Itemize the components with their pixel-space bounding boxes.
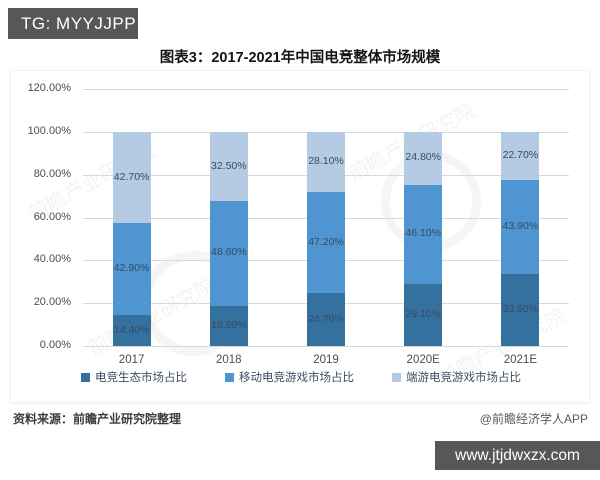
tg-badge: TG: MYYJJPP [8, 8, 138, 39]
bar-value-label: 42.70% [113, 170, 150, 183]
chart-panel: 前瞻产业研究院 前瞻产业研究院 前瞻产业研究院 前瞻产业研究院 0.00%20.… [10, 70, 590, 403]
bar-value-label: 28.10% [308, 154, 344, 167]
bar-value-label: 18.90% [210, 318, 247, 331]
bar-segment [404, 131, 443, 185]
bar-value-label: 48.60% [210, 246, 247, 259]
bar-segment [404, 283, 443, 346]
legend-label: 电竞生态市场占比 [95, 372, 187, 384]
bar-segment [112, 131, 151, 224]
y-axis-tick-label: 100.00% [27, 124, 71, 137]
y-axis-tick-label: 40.00% [33, 253, 71, 266]
chart-legend: 电竞生态市场占比 移动电竞游戏市场占比 端游电竞游戏市场占比 [11, 369, 589, 385]
bar-value-label: 32.50% [210, 159, 247, 172]
legend-swatch-icon [81, 372, 90, 382]
bar-segment [209, 131, 248, 202]
bar-segment [307, 192, 345, 294]
watermark-text: 前瞻产业研究院 [85, 275, 220, 361]
gridline [83, 89, 569, 90]
bar-segment [307, 131, 345, 192]
legend-item: 端游电竞游戏市场占比 [392, 369, 521, 385]
x-axis-tick-label: 2017 [118, 354, 145, 366]
x-axis-tick-label: 2020E [406, 354, 440, 366]
bar-value-label: 43.90% [502, 220, 539, 233]
y-axis-tick-label: 60.00% [33, 210, 71, 223]
bar-value-label: 33.50% [502, 303, 539, 316]
bar-segment [501, 180, 540, 275]
bar-segment [112, 315, 151, 346]
bar-segment [307, 293, 345, 346]
bar-value-label: 14.40% [113, 323, 150, 336]
legend-label: 端游电竞游戏市场占比 [406, 372, 521, 384]
x-axis-tick-label: 2019 [313, 354, 339, 366]
bar-segment [209, 201, 248, 306]
source-note: 资料来源：前瞻产业研究院整理 [13, 412, 182, 426]
bar-value-label: 24.80% [405, 151, 441, 164]
bar-segment [112, 223, 151, 316]
x-axis-tick-label: 2018 [216, 354, 242, 366]
y-axis-tick-label: 80.00% [33, 167, 71, 180]
bar-value-label: 47.20% [308, 235, 344, 248]
bar-segment [501, 131, 540, 181]
bar-value-label: 42.90% [113, 262, 150, 275]
bar-value-label: 29.10% [405, 307, 441, 320]
credit-note: @前瞻经济学人APP [479, 412, 588, 426]
y-axis-tick-label: 120.00% [27, 82, 71, 94]
legend-label: 移动电竞游戏市场占比 [239, 372, 354, 384]
website-badge: www.jtjdwxzx.com [435, 441, 600, 470]
y-axis-tick-label: 0.00% [39, 339, 71, 351]
legend-item: 电竞生态市场占比 [81, 369, 187, 385]
bar-segment [404, 184, 443, 284]
bar-value-label: 22.70% [502, 148, 539, 161]
gridline [83, 346, 569, 347]
bar-value-label: 24.70% [308, 312, 344, 325]
bar-segment [209, 305, 248, 346]
chart-title: 图表3：2017-2021年中国电竞整体市场规模 [159, 50, 441, 66]
legend-swatch-icon [225, 372, 234, 382]
y-axis-tick-label: 20.00% [33, 296, 71, 309]
legend-item: 移动电竞游戏市场占比 [225, 369, 354, 385]
bar-segment [501, 274, 540, 346]
legend-swatch-icon [392, 372, 401, 382]
bar-value-label: 46.10% [405, 227, 441, 240]
x-axis-tick-label: 2021E [503, 354, 538, 366]
